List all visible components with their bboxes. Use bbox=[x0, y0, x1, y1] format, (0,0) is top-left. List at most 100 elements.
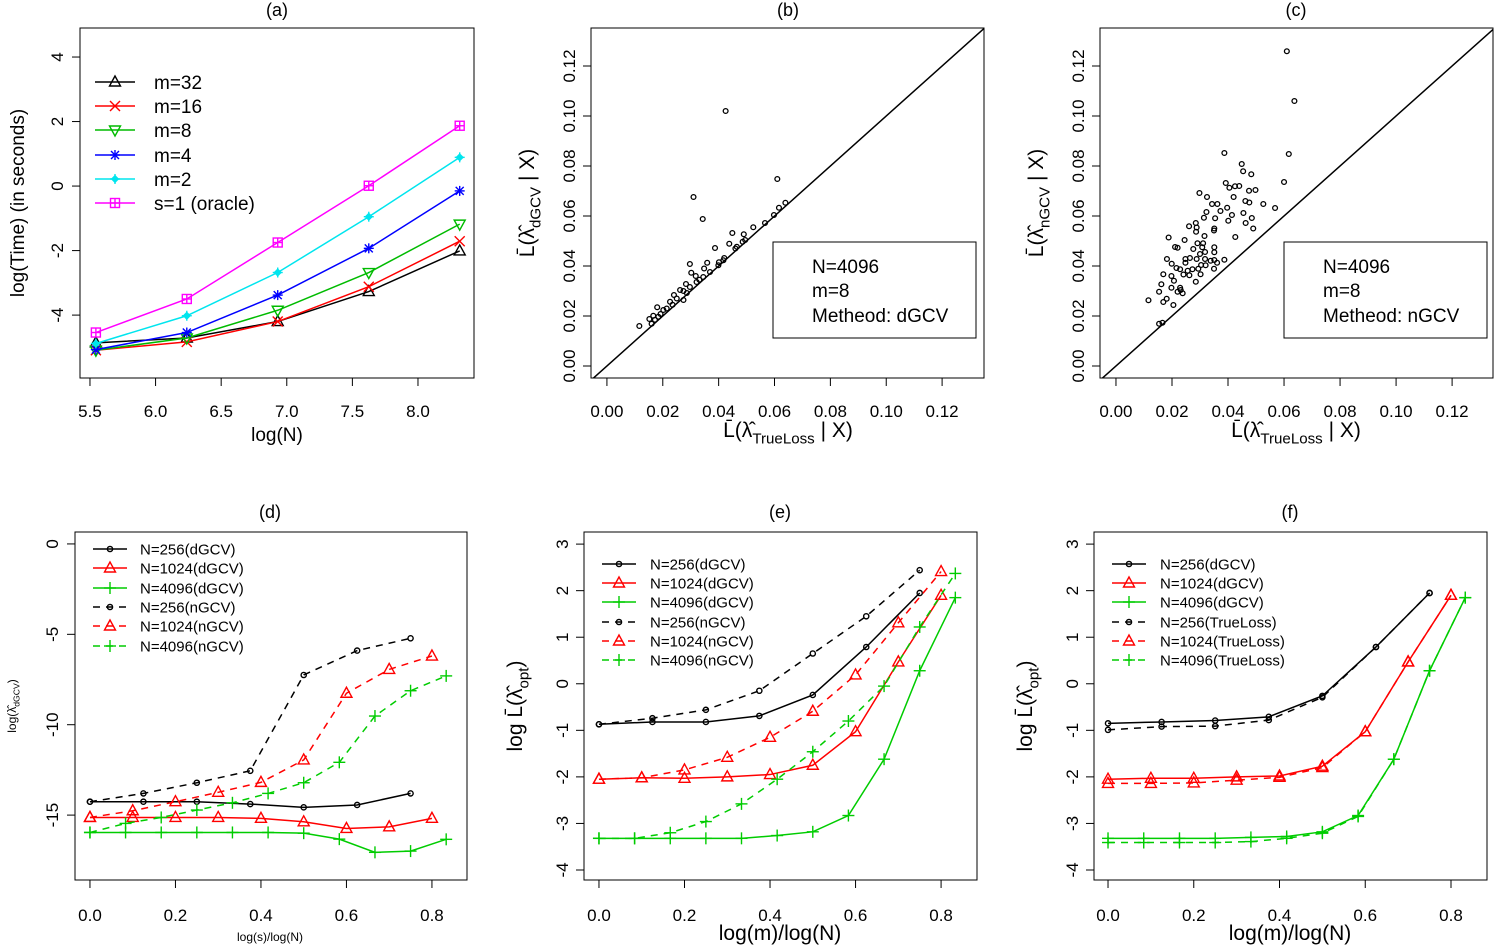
marker-circle bbox=[1319, 693, 1326, 701]
marker-triangle-up bbox=[1122, 575, 1136, 588]
scatter-point bbox=[1221, 256, 1228, 263]
y-tick-label: 0.02 bbox=[560, 299, 579, 332]
scatter-point bbox=[1145, 297, 1152, 304]
plot-area bbox=[1101, 28, 1493, 378]
x-tick-label: 0.02 bbox=[1155, 402, 1188, 421]
y-tick-label: 0.04 bbox=[1069, 249, 1088, 282]
marker-circle bbox=[1125, 618, 1133, 626]
label-part: log L̄(λ̂ bbox=[504, 684, 527, 751]
legend-entry-label: s=1 (oracle) bbox=[154, 194, 255, 215]
y-tick-label: -2 bbox=[553, 769, 572, 784]
x-axis-label: log(m)/log(N) bbox=[1229, 922, 1352, 945]
scatter-point bbox=[1272, 204, 1279, 212]
y-tick-label: -3 bbox=[1063, 816, 1082, 831]
marker-circle bbox=[916, 566, 923, 574]
scatter-point bbox=[1248, 214, 1255, 222]
legend: m=32 m=16 m=8 m=4 m=2 s=1 (oracle) bbox=[95, 73, 255, 215]
series-line bbox=[598, 573, 956, 840]
scatter-point bbox=[1159, 319, 1166, 326]
marker-triangle-up bbox=[806, 703, 820, 716]
chart-panel-b: (b) 0.00 0.02 0.04 0.06 0.08 0.10 0.12 0.00 0.02 0… bbox=[516, 0, 985, 447]
marker-triangle-up bbox=[126, 809, 140, 823]
series-n-4096-dgcv- bbox=[592, 591, 962, 845]
series-line bbox=[1107, 592, 1431, 731]
scatter-point bbox=[680, 296, 687, 304]
scatter-point bbox=[1182, 259, 1189, 266]
legend-entry-label: N=256(nGCV) bbox=[650, 614, 745, 631]
scatter-point bbox=[1196, 189, 1203, 197]
y-tick-label: 2 bbox=[553, 586, 572, 595]
scatter-point bbox=[1291, 97, 1298, 105]
plot-area bbox=[89, 120, 467, 358]
y-tick-label: 1 bbox=[1063, 632, 1082, 641]
legend-entry-label: N=1024(dGCV) bbox=[650, 575, 754, 592]
y-tick-label: -1 bbox=[553, 723, 572, 738]
scatter-point bbox=[711, 244, 719, 252]
plot-area bbox=[592, 28, 984, 378]
marker-triangle-up bbox=[211, 784, 225, 798]
y-tick-label: 0.04 bbox=[560, 249, 579, 282]
marker-circle bbox=[407, 790, 414, 797]
marker-triangle-up bbox=[891, 654, 905, 667]
series-m-8 bbox=[89, 219, 467, 358]
marker-circle bbox=[1158, 723, 1165, 730]
plot-frame bbox=[74, 531, 468, 881]
legend-entry-label: N=4096(dGCV) bbox=[650, 594, 754, 611]
y-tick-label: 0.00 bbox=[1069, 349, 1088, 382]
scatter-point bbox=[651, 316, 659, 323]
scatter-point bbox=[1189, 266, 1196, 273]
series-n-1024-trueloss- bbox=[1101, 587, 1458, 789]
scatter-point bbox=[1212, 215, 1219, 222]
marker-circle bbox=[862, 643, 870, 651]
series-m-4 bbox=[90, 185, 465, 355]
scatter-point bbox=[1226, 184, 1233, 191]
scatter-point bbox=[1186, 254, 1193, 262]
marker-circle bbox=[140, 798, 147, 806]
series-line bbox=[598, 569, 921, 726]
marker-triangle-up bbox=[1444, 587, 1458, 601]
plot-frame bbox=[1093, 531, 1488, 881]
scatter-point bbox=[688, 269, 695, 276]
marker-triangle-up bbox=[254, 774, 268, 788]
scatter-point bbox=[774, 175, 781, 183]
series-line bbox=[1108, 597, 1466, 844]
x-tick-label: 0.10 bbox=[870, 402, 903, 421]
legend-box bbox=[772, 241, 977, 339]
legend-entry-label: N=4096(nGCV) bbox=[650, 652, 754, 669]
plot-frame bbox=[583, 531, 978, 881]
scatter-point bbox=[1160, 271, 1167, 278]
marker-stroke bbox=[364, 243, 374, 253]
plot-frame bbox=[590, 27, 985, 379]
y-axis-label: log L̄(λ̂opt) bbox=[504, 660, 532, 751]
scatter-point bbox=[700, 273, 707, 281]
scatter-point bbox=[742, 236, 749, 244]
y-tick-label: 3 bbox=[553, 539, 572, 548]
x-tick-label: 0.2 bbox=[164, 906, 188, 925]
marker-stroke bbox=[363, 281, 375, 293]
legend-entry-label: N=1024(TrueLoss) bbox=[1160, 633, 1285, 650]
series-line bbox=[89, 816, 433, 830]
marker-triangle-up bbox=[339, 821, 354, 834]
x-tick-label: 0.6 bbox=[1353, 906, 1377, 925]
marker-triangle-up bbox=[254, 810, 268, 824]
label-part: L̄(λ̂ bbox=[516, 224, 539, 257]
marker-stroke bbox=[454, 235, 466, 247]
scatter-point bbox=[1207, 257, 1214, 264]
scatter-point bbox=[1193, 228, 1200, 235]
scatter-point bbox=[1242, 219, 1249, 227]
marker-triangle-up bbox=[1315, 760, 1330, 773]
marker-stroke bbox=[110, 150, 120, 160]
marker-circle bbox=[1265, 716, 1273, 724]
x-tick-label: 6.5 bbox=[209, 402, 233, 421]
marker-circle bbox=[809, 650, 817, 657]
marker-triangle-down bbox=[271, 305, 285, 318]
marker-circle bbox=[756, 687, 763, 695]
scatter-point bbox=[1236, 182, 1243, 190]
legend-entry-label: N=1024(nGCV) bbox=[140, 618, 244, 635]
panel-title: (c) bbox=[1286, 0, 1307, 20]
marker-circle bbox=[193, 779, 201, 787]
marker-circle bbox=[1372, 643, 1380, 651]
marker-triangle-down bbox=[362, 267, 376, 280]
x-tick-label: 7.5 bbox=[341, 402, 365, 421]
